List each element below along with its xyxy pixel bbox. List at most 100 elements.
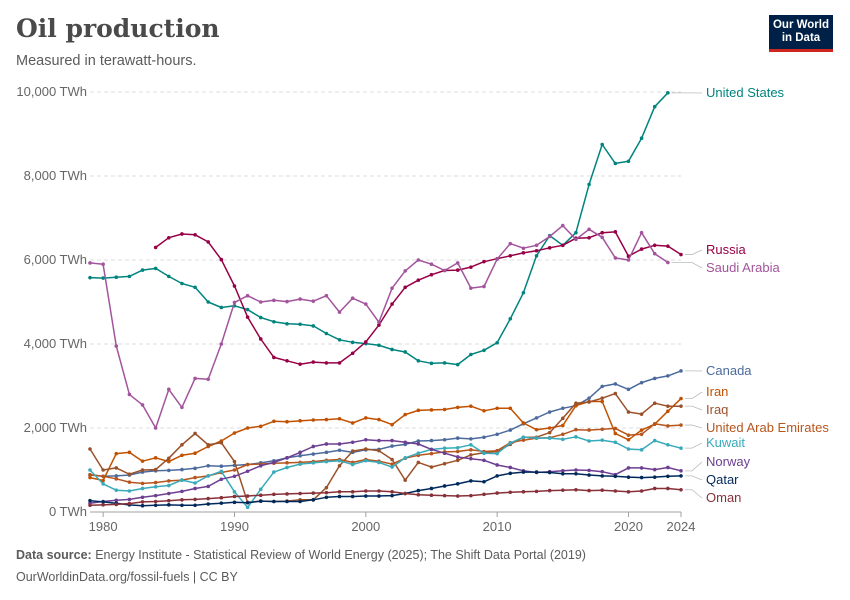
data-point-oman [272,492,276,497]
data-point-kuwait [442,446,447,450]
data-point-qatar [600,474,604,478]
data-point-iraq [377,448,381,453]
legend-label-russia: Russia [706,242,747,257]
data-point-oman [666,486,670,491]
x-tick-label: 2000 [351,519,380,534]
chart-subtitle: Measured in terawatt-hours. [16,53,197,69]
data-point-iran [258,424,263,429]
data-point-iraq [232,459,237,464]
data-point-oman [206,496,210,501]
legend-label-iran: Iran [706,384,728,399]
legend-connector [685,461,703,472]
data-point-iran [547,426,552,430]
data-point-kuwait [101,482,105,486]
y-tick-label: 4,000 TWh [24,336,87,351]
data-point-norway [272,460,276,465]
data-point-saudi-arabia [626,258,631,262]
data-point-iran [153,456,158,460]
data-point-iraq [127,472,132,477]
data-point-canada [167,468,171,473]
data-point-iraq [679,404,683,408]
data-point-norway [311,444,316,449]
data-point-canada [193,466,197,471]
data-point-united-states [258,315,263,320]
data-point-iran [285,419,289,424]
legend-connector [685,405,703,411]
data-point-oman [521,490,526,494]
data-point-oman [311,491,316,495]
data-point-norway [180,489,184,494]
data-point-iran [455,405,460,410]
data-point-iraq [140,468,145,472]
data-point-iran [232,431,237,435]
data-point-norway [127,497,132,502]
data-point-kuwait [180,478,184,482]
data-point-iran [114,451,119,456]
data-point-russia [416,278,421,282]
data-point-qatar [416,488,421,493]
data-point-united-arab-emirates [114,477,119,481]
data-point-kuwait [508,441,513,445]
data-point-norway [600,469,604,474]
data-point-saudi-arabia [219,342,224,346]
data-point-saudi-arabia [364,302,368,306]
data-point-oman [232,494,237,499]
data-point-kuwait [469,443,473,447]
data-point-oman [127,501,132,506]
data-point-saudi-arabia [88,261,92,265]
data-point-united-arab-emirates [193,475,197,480]
data-point-iraq [206,443,210,447]
data-point-united-states [140,268,145,272]
data-point-iran [337,416,342,421]
data-point-united-arab-emirates [429,451,434,456]
legend-connector [685,391,703,399]
data-point-iran [298,419,302,423]
data-point-oman [626,490,631,494]
axis-layer: 0 TWh 2,000 TWh 4,000 TWh 6,000 TWh 8,000 TW… [16,84,695,534]
data-point-russia [521,251,526,255]
data-point-kuwait [495,451,499,456]
data-point-iran [180,453,184,458]
data-point-russia [482,259,486,264]
data-point-kuwait [193,481,197,485]
data-point-norway [442,451,447,456]
data-point-iran [140,459,145,463]
data-point-iraq [600,396,604,400]
data-point-saudi-arabia [180,405,184,410]
data-point-united-arab-emirates [455,449,460,454]
data-point-united-states [88,275,92,280]
data-point-iraq [180,443,184,447]
owid-logo[interactable]: Our World in Data [769,15,833,52]
data-point-saudi-arabia [587,227,591,232]
data-point-iran [508,406,513,411]
data-point-qatar [311,498,316,502]
data-point-kuwait [298,462,302,466]
data-point-united-arab-emirates [626,433,631,437]
data-point-qatar [364,494,368,498]
data-point-united-arab-emirates [613,426,618,431]
data-point-oman [416,492,421,497]
data-point-russia [613,230,618,234]
data-point-russia [350,351,355,356]
data-point-iraq [639,412,644,416]
data-point-iran [482,408,486,413]
data-point-qatar [101,500,105,504]
data-point-qatar [666,474,670,479]
data-point-qatar [298,499,302,504]
data-point-iraq [101,468,105,472]
data-point-canada [429,438,434,443]
source-url[interactable]: OurWorldinData.org/fossil-fuels | CC BY [16,570,238,584]
data-point-kuwait [337,458,342,463]
data-point-norway [114,498,119,503]
data-point-qatar [534,470,539,474]
data-point-canada [469,437,473,441]
data-point-saudi-arabia [534,243,539,248]
x-tick-label: 2024 [667,519,696,534]
data-point-norway [666,465,670,470]
data-point-united-arab-emirates [666,424,670,428]
data-point-canada [495,432,499,437]
data-point-oman [219,495,224,500]
data-point-kuwait [114,488,119,492]
data-point-oman [574,487,578,492]
data-point-canada [337,448,342,453]
